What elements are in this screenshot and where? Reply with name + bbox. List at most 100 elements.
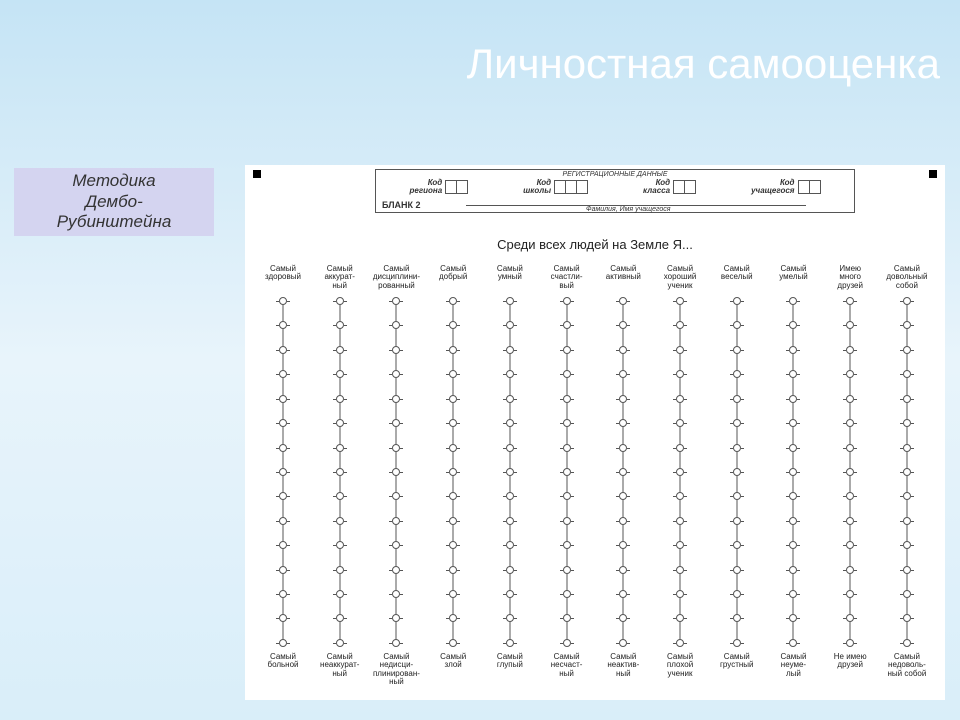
ladder-rung[interactable]	[449, 370, 457, 378]
ladder-rung[interactable]	[392, 419, 400, 427]
ladder-rung[interactable]	[789, 639, 797, 647]
ladder-rung[interactable]	[449, 321, 457, 329]
ladder-rung[interactable]	[903, 468, 911, 476]
ladder-rung[interactable]	[903, 541, 911, 549]
ladder-rung[interactable]	[506, 346, 514, 354]
ladder-rung[interactable]	[563, 468, 571, 476]
ladder-rung[interactable]	[392, 444, 400, 452]
ladder-rung[interactable]	[733, 444, 741, 452]
ladder-rung[interactable]	[846, 492, 854, 500]
ladder-rung[interactable]	[279, 541, 287, 549]
ladder-rung[interactable]	[846, 419, 854, 427]
ladder-rung[interactable]	[846, 566, 854, 574]
ladder-rung[interactable]	[449, 297, 457, 305]
ladder-rung[interactable]	[392, 517, 400, 525]
ladder-rung[interactable]	[789, 614, 797, 622]
ladder-rung[interactable]	[336, 395, 344, 403]
ladder-rung[interactable]	[563, 492, 571, 500]
ladder-rung[interactable]	[733, 395, 741, 403]
ladder-rung[interactable]	[619, 566, 627, 574]
ladder-rung[interactable]	[563, 321, 571, 329]
ladder-rung[interactable]	[789, 590, 797, 598]
ladder-rung[interactable]	[903, 492, 911, 500]
ladder-rung[interactable]	[336, 541, 344, 549]
ladder-rung[interactable]	[846, 468, 854, 476]
ladder-rung[interactable]	[279, 321, 287, 329]
ladder-rung[interactable]	[563, 419, 571, 427]
ladder-rung[interactable]	[449, 444, 457, 452]
ladder-rung[interactable]	[903, 321, 911, 329]
ladder-rung[interactable]	[903, 590, 911, 598]
ladder-rung[interactable]	[449, 614, 457, 622]
ladder-rung[interactable]	[619, 419, 627, 427]
ladder-rung[interactable]	[733, 321, 741, 329]
ladder-rung[interactable]	[336, 590, 344, 598]
ladder-rung[interactable]	[563, 639, 571, 647]
ladder-rung[interactable]	[846, 370, 854, 378]
ladder-rung[interactable]	[619, 517, 627, 525]
ladder-rung[interactable]	[279, 492, 287, 500]
ladder-rung[interactable]	[279, 297, 287, 305]
ladder-rung[interactable]	[619, 297, 627, 305]
ladder-rung[interactable]	[733, 590, 741, 598]
scale-ladder[interactable]	[787, 297, 799, 647]
ladder-rung[interactable]	[449, 419, 457, 427]
ladder-rung[interactable]	[903, 395, 911, 403]
ladder-rung[interactable]	[279, 370, 287, 378]
ladder-rung[interactable]	[449, 590, 457, 598]
ladder-rung[interactable]	[506, 419, 514, 427]
ladder-rung[interactable]	[506, 639, 514, 647]
ladder-rung[interactable]	[336, 321, 344, 329]
ladder-rung[interactable]	[392, 492, 400, 500]
ladder-rung[interactable]	[789, 468, 797, 476]
reg-cell[interactable]	[456, 180, 468, 194]
ladder-rung[interactable]	[846, 590, 854, 598]
ladder-rung[interactable]	[336, 346, 344, 354]
ladder-rung[interactable]	[279, 346, 287, 354]
ladder-rung[interactable]	[789, 297, 797, 305]
ladder-rung[interactable]	[676, 419, 684, 427]
ladder-rung[interactable]	[676, 517, 684, 525]
ladder-rung[interactable]	[449, 566, 457, 574]
ladder-rung[interactable]	[336, 370, 344, 378]
ladder-rung[interactable]	[903, 346, 911, 354]
ladder-rung[interactable]	[336, 517, 344, 525]
ladder-rung[interactable]	[789, 346, 797, 354]
ladder-rung[interactable]	[903, 566, 911, 574]
ladder-rung[interactable]	[846, 444, 854, 452]
ladder-rung[interactable]	[563, 566, 571, 574]
ladder-rung[interactable]	[506, 321, 514, 329]
scale-ladder[interactable]	[334, 297, 346, 647]
ladder-rung[interactable]	[903, 444, 911, 452]
ladder-rung[interactable]	[619, 639, 627, 647]
ladder-rung[interactable]	[846, 541, 854, 549]
ladder-rung[interactable]	[563, 444, 571, 452]
ladder-rung[interactable]	[676, 321, 684, 329]
ladder-rung[interactable]	[279, 639, 287, 647]
ladder-rung[interactable]	[392, 297, 400, 305]
ladder-rung[interactable]	[619, 492, 627, 500]
ladder-rung[interactable]	[506, 517, 514, 525]
ladder-rung[interactable]	[336, 419, 344, 427]
ladder-rung[interactable]	[903, 517, 911, 525]
ladder-rung[interactable]	[676, 639, 684, 647]
ladder-rung[interactable]	[676, 492, 684, 500]
ladder-rung[interactable]	[449, 541, 457, 549]
ladder-rung[interactable]	[279, 468, 287, 476]
ladder-rung[interactable]	[903, 370, 911, 378]
scale-ladder[interactable]	[844, 297, 856, 647]
ladder-rung[interactable]	[392, 590, 400, 598]
ladder-rung[interactable]	[619, 614, 627, 622]
scale-ladder[interactable]	[390, 297, 402, 647]
reg-cell[interactable]	[809, 180, 821, 194]
scale-ladder[interactable]	[617, 297, 629, 647]
ladder-rung[interactable]	[733, 370, 741, 378]
ladder-rung[interactable]	[506, 444, 514, 452]
ladder-rung[interactable]	[676, 370, 684, 378]
ladder-rung[interactable]	[336, 468, 344, 476]
ladder-rung[interactable]	[392, 321, 400, 329]
ladder-rung[interactable]	[336, 566, 344, 574]
reg-cell[interactable]	[576, 180, 588, 194]
ladder-rung[interactable]	[279, 395, 287, 403]
ladder-rung[interactable]	[733, 517, 741, 525]
